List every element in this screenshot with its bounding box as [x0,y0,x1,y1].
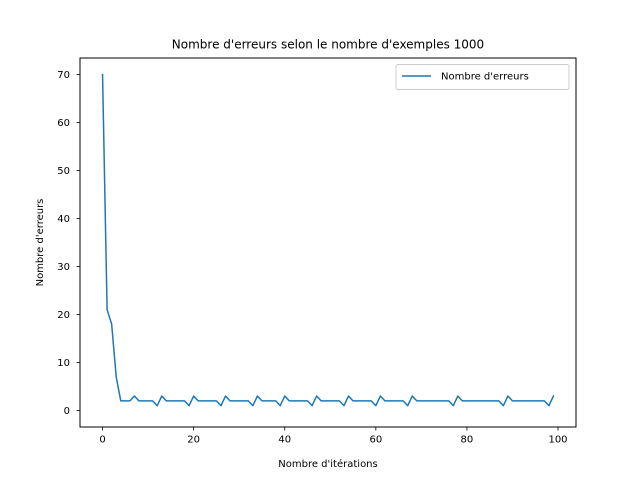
y-tick-label: 40 [57,214,70,225]
y-axis-label: Nombre d'erreurs [35,199,46,287]
series-line-0 [101,73,555,407]
x-axis-label: Nombre d'itérations [278,458,377,470]
x-tick-label: 40 [278,435,291,446]
legend-label: Nombre d'erreurs [441,72,529,83]
axes-frame [79,57,577,428]
legend-box [395,64,570,90]
x-tick-label: 0 [99,435,105,446]
plot-area [79,57,577,428]
x-tick-label: 20 [187,435,200,446]
y-tick-label: 20 [57,310,70,321]
y-tick-label: 10 [57,358,70,369]
y-tick-label: 0 [64,406,70,417]
y-axis-ticks: 0 10 20 30 40 50 60 70 [57,70,80,417]
y-tick-label: 30 [57,262,70,273]
y-tick-label: 60 [57,118,70,129]
y-tick-label: 70 [57,70,70,81]
x-tick-label: 60 [369,435,382,446]
x-tick-label: 100 [548,435,567,446]
x-tick-label: 80 [461,435,474,446]
x-axis-ticks: 0 20 40 60 80 100 [99,427,568,446]
legend: Nombre d'erreurs [395,64,570,90]
chart-title: Nombre d'erreurs selon le nombre d'exemp… [172,38,484,52]
y-tick-label: 50 [57,166,70,177]
series-layer [101,73,555,407]
